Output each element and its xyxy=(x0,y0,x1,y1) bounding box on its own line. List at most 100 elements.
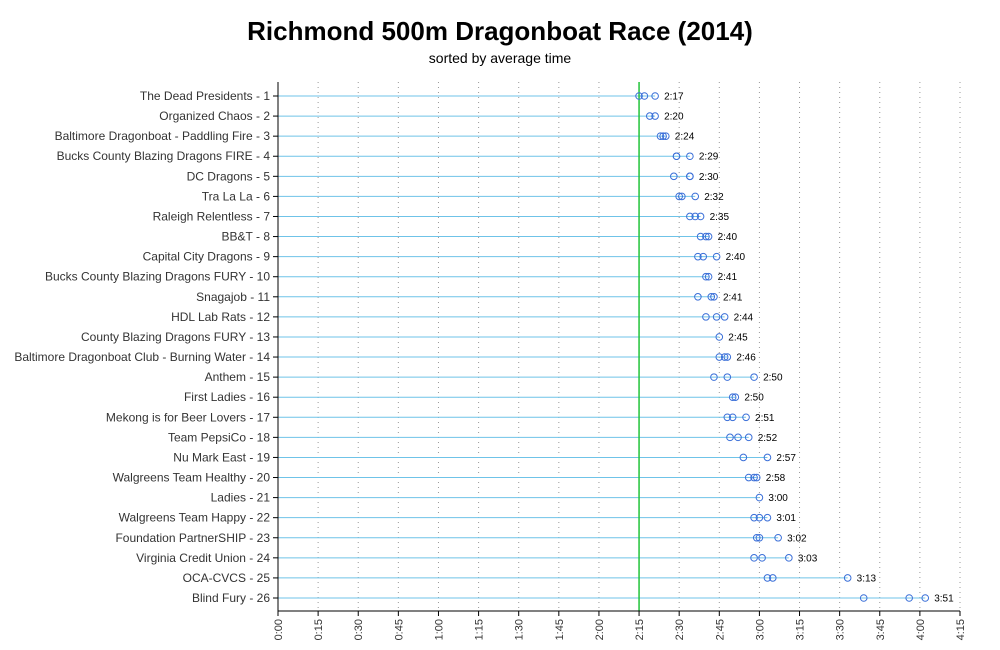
time-marker xyxy=(742,413,750,422)
team-label: First Ladies - 16 xyxy=(184,390,270,404)
avg-time-label: 2:41 xyxy=(723,292,743,303)
time-marker xyxy=(675,192,683,201)
time-marker xyxy=(710,293,718,301)
time-marker xyxy=(686,152,694,161)
team-label: Walgreens Team Healthy - 20 xyxy=(113,471,271,485)
time-marker xyxy=(720,313,729,321)
team-label: County Blazing Dragons FURY - 13 xyxy=(81,330,270,344)
x-tick-label: 0:30 xyxy=(353,619,365,640)
time-marker xyxy=(905,594,913,602)
x-tick-label: 3:15 xyxy=(795,619,807,640)
time-marker xyxy=(726,433,734,442)
time-marker xyxy=(670,172,678,181)
team-label: Walgreens Team Happy - 22 xyxy=(119,511,271,525)
time-marker xyxy=(739,453,748,462)
x-tick-label: 2:30 xyxy=(674,619,686,640)
time-marker xyxy=(696,212,705,221)
avg-time-label: 2:57 xyxy=(776,453,796,464)
avg-time-label: 2:41 xyxy=(718,272,738,283)
avg-time-label: 2:29 xyxy=(699,152,719,163)
team-label: Baltimore Dragonboat Club - Burning Wate… xyxy=(14,350,270,364)
team-label: Snagajob - 11 xyxy=(196,290,270,304)
time-marker xyxy=(763,574,772,582)
team-label: Ladies - 21 xyxy=(211,491,271,505)
team-label: Tra La La - 6 xyxy=(202,189,271,203)
avg-time-label: 2:50 xyxy=(744,393,764,404)
time-marker xyxy=(640,92,649,100)
team-label: Organized Chaos - 2 xyxy=(159,109,270,123)
time-marker xyxy=(768,574,777,582)
time-marker xyxy=(651,92,659,100)
chart-subtitle: sorted by average time xyxy=(428,50,572,66)
time-marker xyxy=(712,252,721,261)
time-marker xyxy=(859,594,868,602)
avg-time-label: 3:01 xyxy=(776,513,796,524)
team-label: Foundation PartnerSHIP - 23 xyxy=(115,531,270,545)
x-tick-label: 2:45 xyxy=(714,619,726,640)
team-label: BB&T - 8 xyxy=(222,230,271,244)
time-marker xyxy=(672,152,681,161)
time-marker xyxy=(723,353,732,361)
time-marker xyxy=(659,132,667,140)
time-marker xyxy=(702,272,710,281)
team-label: Baltimore Dragonboat - Paddling Fire - 3 xyxy=(55,129,271,143)
time-marker xyxy=(750,554,758,562)
team-label: Raleigh Relentless - 7 xyxy=(153,209,271,223)
time-marker xyxy=(755,513,764,522)
time-marker xyxy=(750,473,758,482)
time-marker xyxy=(678,192,686,201)
x-tick-label: 2:00 xyxy=(594,619,606,640)
x-tick-label: 1:30 xyxy=(514,619,526,640)
avg-time-label: 2:32 xyxy=(704,192,724,203)
time-marker xyxy=(774,533,782,542)
team-label: Mekong is for Beer Lovers - 17 xyxy=(106,410,270,424)
x-tick-label: 4:15 xyxy=(955,619,967,640)
x-tick-label: 3:30 xyxy=(835,619,847,640)
team-label: OCA-CVCS - 25 xyxy=(183,571,271,585)
time-marker xyxy=(704,272,713,281)
avg-time-label: 3:02 xyxy=(787,533,807,544)
time-marker xyxy=(728,413,737,422)
x-tick-label: 1:15 xyxy=(474,619,486,640)
time-marker xyxy=(656,132,665,140)
team-label: Virginia Credit Union - 24 xyxy=(136,551,270,565)
avg-time-label: 2:44 xyxy=(734,312,754,323)
avg-time-label: 2:46 xyxy=(736,353,756,364)
time-marker xyxy=(843,574,852,582)
avg-time-label: 2:45 xyxy=(728,332,748,343)
x-tick-label: 3:00 xyxy=(754,619,766,640)
time-marker xyxy=(662,132,670,140)
time-marker xyxy=(702,232,710,241)
time-marker xyxy=(750,513,758,522)
time-marker xyxy=(651,112,659,120)
time-marker xyxy=(734,433,742,442)
x-tick-label: 2:15 xyxy=(634,619,646,640)
time-marker xyxy=(715,333,724,341)
avg-time-label: 3:00 xyxy=(768,493,788,504)
avg-time-label: 2:40 xyxy=(718,232,738,243)
x-tick-label: 0:00 xyxy=(273,619,285,640)
time-marker xyxy=(755,533,764,542)
time-marker xyxy=(699,252,708,261)
time-marker xyxy=(731,393,740,402)
team-label: HDL Lab Rats - 12 xyxy=(171,310,270,324)
time-marker xyxy=(704,232,713,241)
time-marker xyxy=(691,192,700,201)
team-label: Nu Mark East - 19 xyxy=(173,450,270,464)
time-marker xyxy=(763,453,772,462)
avg-time-label: 3:51 xyxy=(934,594,954,605)
chart-title: Richmond 500m Dragonboat Race (2014) xyxy=(247,16,753,46)
team-label: DC Dragons - 5 xyxy=(187,169,271,183)
avg-time-label: 2:35 xyxy=(710,212,730,223)
team-label: Bucks County Blazing Dragons FIRE - 4 xyxy=(57,149,271,163)
time-marker xyxy=(763,513,772,522)
time-marker xyxy=(752,473,761,482)
time-marker xyxy=(696,232,705,241)
x-tick-label: 1:45 xyxy=(554,619,566,640)
team-label: The Dead Presidents - 1 xyxy=(140,89,270,103)
time-marker xyxy=(755,493,764,502)
time-marker xyxy=(723,373,732,381)
team-label: Team PepsiCo - 18 xyxy=(168,430,270,444)
team-label: Capital City Dragons - 9 xyxy=(143,250,271,264)
